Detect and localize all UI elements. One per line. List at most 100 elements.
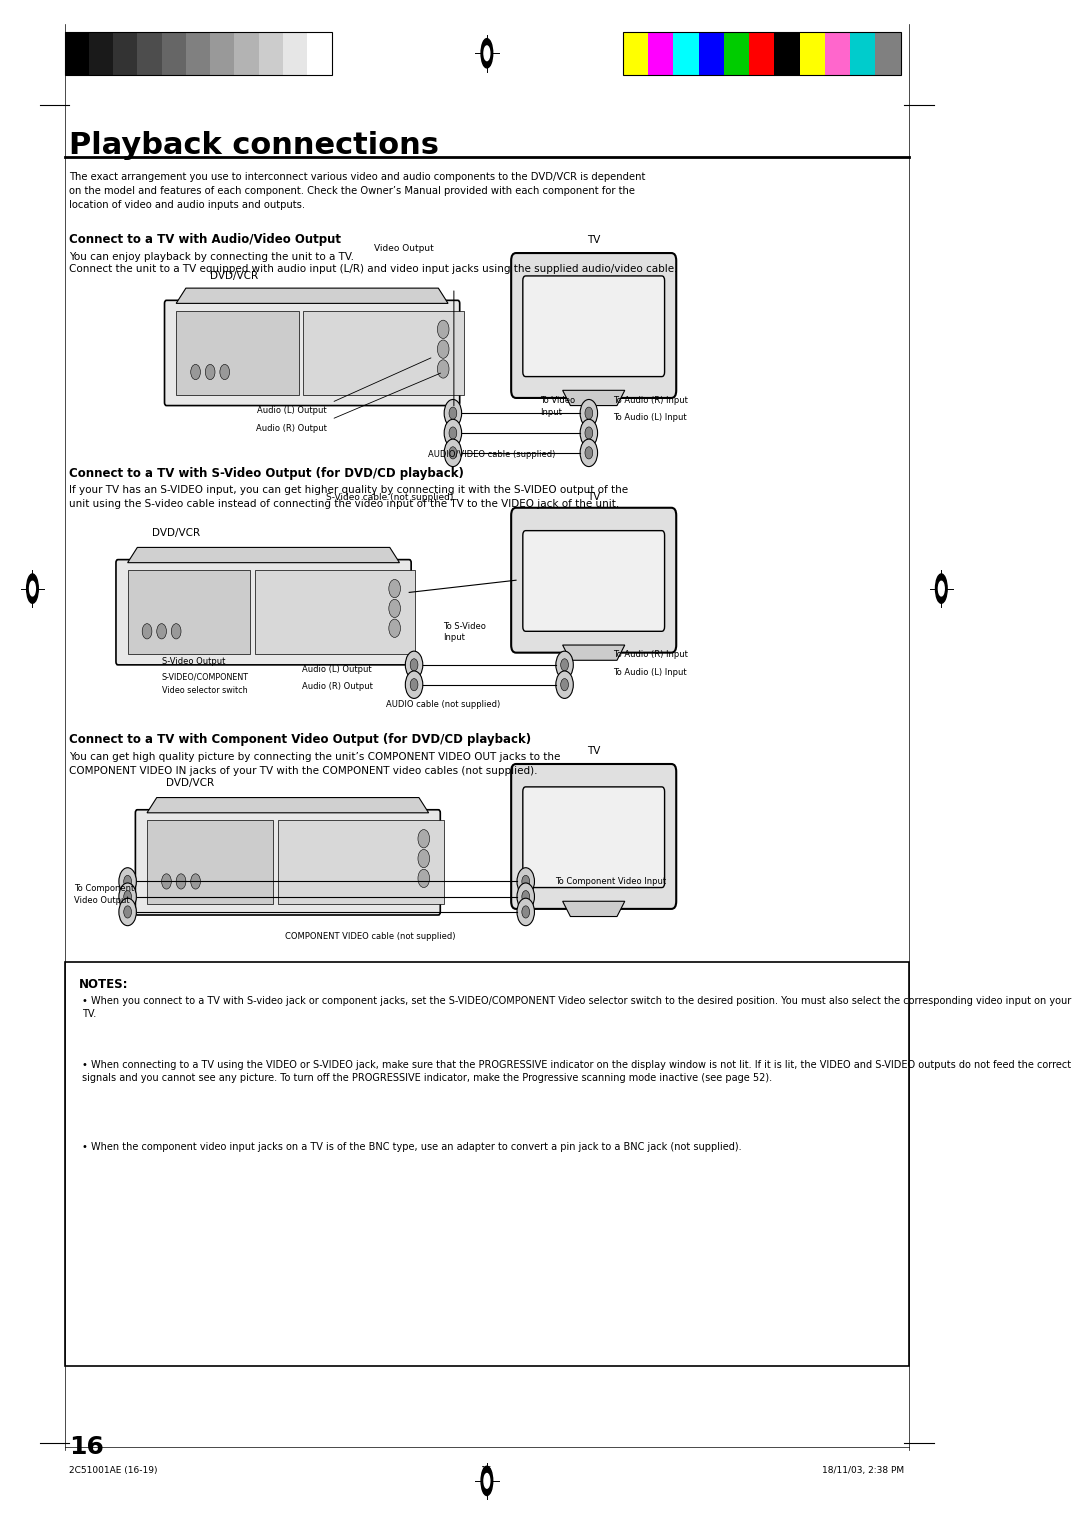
Bar <box>279 821 444 905</box>
Text: Audio (L) Output: Audio (L) Output <box>257 405 326 414</box>
Circle shape <box>517 898 535 926</box>
Bar <box>113 32 137 75</box>
Circle shape <box>405 651 422 678</box>
Text: Video selector switch: Video selector switch <box>162 686 247 695</box>
Text: DVD/VCR: DVD/VCR <box>211 270 258 281</box>
Text: To Component
Video Output: To Component Video Output <box>75 885 135 905</box>
Bar <box>255 570 415 654</box>
Circle shape <box>389 619 401 637</box>
Circle shape <box>119 868 136 895</box>
Bar <box>699 32 724 75</box>
Circle shape <box>585 446 593 458</box>
Text: You can enjoy playback by connecting the unit to a TV.: You can enjoy playback by connecting the… <box>69 252 354 261</box>
Polygon shape <box>127 547 400 562</box>
Circle shape <box>580 399 597 426</box>
Circle shape <box>124 906 132 918</box>
Circle shape <box>172 623 181 639</box>
Text: COMPONENT VIDEO cable (not supplied): COMPONENT VIDEO cable (not supplied) <box>285 932 456 941</box>
Text: To Audio (R) Input: To Audio (R) Input <box>613 396 688 405</box>
Text: Audio (R) Output: Audio (R) Output <box>256 423 326 432</box>
Circle shape <box>585 426 593 439</box>
Circle shape <box>449 426 457 439</box>
Circle shape <box>176 874 186 889</box>
Bar <box>673 32 699 75</box>
Bar <box>89 32 113 75</box>
Text: If your TV has an S-VIDEO input, you can get higher quality by connecting it wit: If your TV has an S-VIDEO input, you can… <box>69 484 629 509</box>
Bar <box>623 32 901 75</box>
Circle shape <box>561 659 568 671</box>
Circle shape <box>410 659 418 671</box>
Circle shape <box>517 883 535 911</box>
Ellipse shape <box>481 38 492 67</box>
Circle shape <box>556 671 573 698</box>
Ellipse shape <box>29 581 36 596</box>
Text: TV: TV <box>588 746 600 756</box>
FancyBboxPatch shape <box>511 254 676 397</box>
Circle shape <box>157 623 166 639</box>
Bar <box>127 570 249 654</box>
Bar <box>875 32 901 75</box>
Bar <box>799 32 825 75</box>
Text: Audio (L) Output: Audio (L) Output <box>302 665 372 674</box>
Text: 18/11/03, 2:38 PM: 18/11/03, 2:38 PM <box>822 1465 904 1475</box>
Circle shape <box>389 599 401 617</box>
Bar <box>186 32 211 75</box>
Text: To Video
Input: To Video Input <box>540 396 576 417</box>
Text: Video Output: Video Output <box>375 244 434 254</box>
Text: NOTES:: NOTES: <box>79 978 129 990</box>
Ellipse shape <box>939 581 944 596</box>
Bar <box>623 32 648 75</box>
Text: • When connecting to a TV using the VIDEO or S-VIDEO jack, make sure that the PR: • When connecting to a TV using the VIDE… <box>82 1060 1071 1083</box>
Circle shape <box>449 446 457 458</box>
Text: To Audio (L) Input: To Audio (L) Input <box>613 413 687 422</box>
Text: • When you connect to a TV with S-video jack or component jacks, set the S-VIDEO: • When you connect to a TV with S-video … <box>82 996 1071 1019</box>
Circle shape <box>410 678 418 691</box>
Text: DVD/VCR: DVD/VCR <box>152 529 200 538</box>
Text: You can get high quality picture by connecting the unit’s COMPONENT VIDEO OUT ja: You can get high quality picture by conn… <box>69 752 561 776</box>
Circle shape <box>220 364 230 379</box>
Circle shape <box>418 830 430 848</box>
Bar <box>211 32 234 75</box>
Text: To Audio (R) Input: To Audio (R) Input <box>613 649 688 659</box>
Circle shape <box>191 874 201 889</box>
Circle shape <box>561 678 568 691</box>
Text: Connect to a TV with S-Video Output (for DVD/CD playback): Connect to a TV with S-Video Output (for… <box>69 466 464 480</box>
Bar <box>283 32 307 75</box>
Circle shape <box>389 579 401 597</box>
Circle shape <box>119 898 136 926</box>
Circle shape <box>580 419 597 446</box>
Circle shape <box>162 874 172 889</box>
Text: S-VIDEO/COMPONENT: S-VIDEO/COMPONENT <box>162 672 248 681</box>
Circle shape <box>517 868 535 895</box>
Ellipse shape <box>484 46 490 61</box>
Circle shape <box>585 406 593 419</box>
Circle shape <box>522 876 529 888</box>
Bar <box>259 32 283 75</box>
Text: • When the component video input jacks on a TV is of the BNC type, use an adapte: • When the component video input jacks o… <box>82 1143 742 1152</box>
Circle shape <box>418 850 430 868</box>
Text: S-Video Output: S-Video Output <box>162 657 225 666</box>
FancyBboxPatch shape <box>523 787 664 888</box>
Text: Connect to a TV with Audio/Video Output: Connect to a TV with Audio/Video Output <box>69 234 341 246</box>
Text: S-Video cable (not supplied): S-Video cable (not supplied) <box>326 492 454 501</box>
Circle shape <box>580 439 597 466</box>
Ellipse shape <box>935 575 947 604</box>
Polygon shape <box>176 289 448 304</box>
Ellipse shape <box>481 1467 492 1496</box>
Bar <box>303 312 463 394</box>
Circle shape <box>437 341 449 358</box>
Text: 16: 16 <box>481 1465 492 1475</box>
Circle shape <box>124 876 132 888</box>
Circle shape <box>556 651 573 678</box>
Polygon shape <box>563 902 624 917</box>
Bar <box>147 821 273 905</box>
Bar <box>648 32 673 75</box>
Text: TV: TV <box>588 235 600 246</box>
Bar <box>65 32 332 75</box>
FancyBboxPatch shape <box>164 301 460 405</box>
Circle shape <box>191 364 201 379</box>
Polygon shape <box>563 645 624 660</box>
Text: Audio (R) Output: Audio (R) Output <box>302 681 374 691</box>
Circle shape <box>205 364 215 379</box>
FancyBboxPatch shape <box>511 507 676 652</box>
